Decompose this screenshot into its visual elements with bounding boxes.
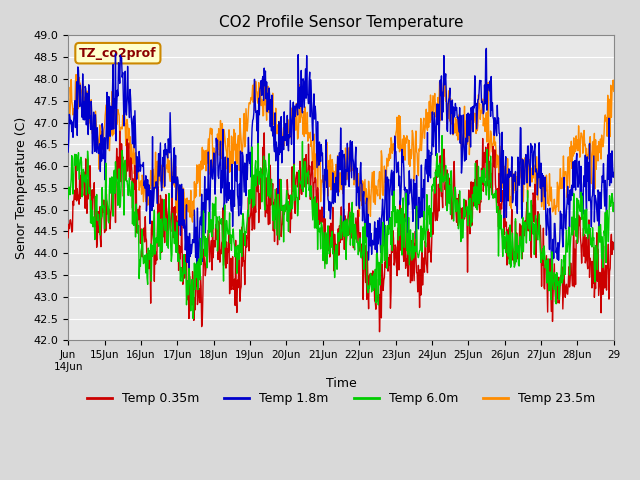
Y-axis label: Senor Temperature (C): Senor Temperature (C): [15, 117, 28, 259]
X-axis label: Time: Time: [326, 377, 356, 390]
Text: TZ_co2prof: TZ_co2prof: [79, 47, 157, 60]
Legend: Temp 0.35m, Temp 1.8m, Temp 6.0m, Temp 23.5m: Temp 0.35m, Temp 1.8m, Temp 6.0m, Temp 2…: [82, 387, 600, 410]
Title: CO2 Profile Sensor Temperature: CO2 Profile Sensor Temperature: [219, 15, 463, 30]
